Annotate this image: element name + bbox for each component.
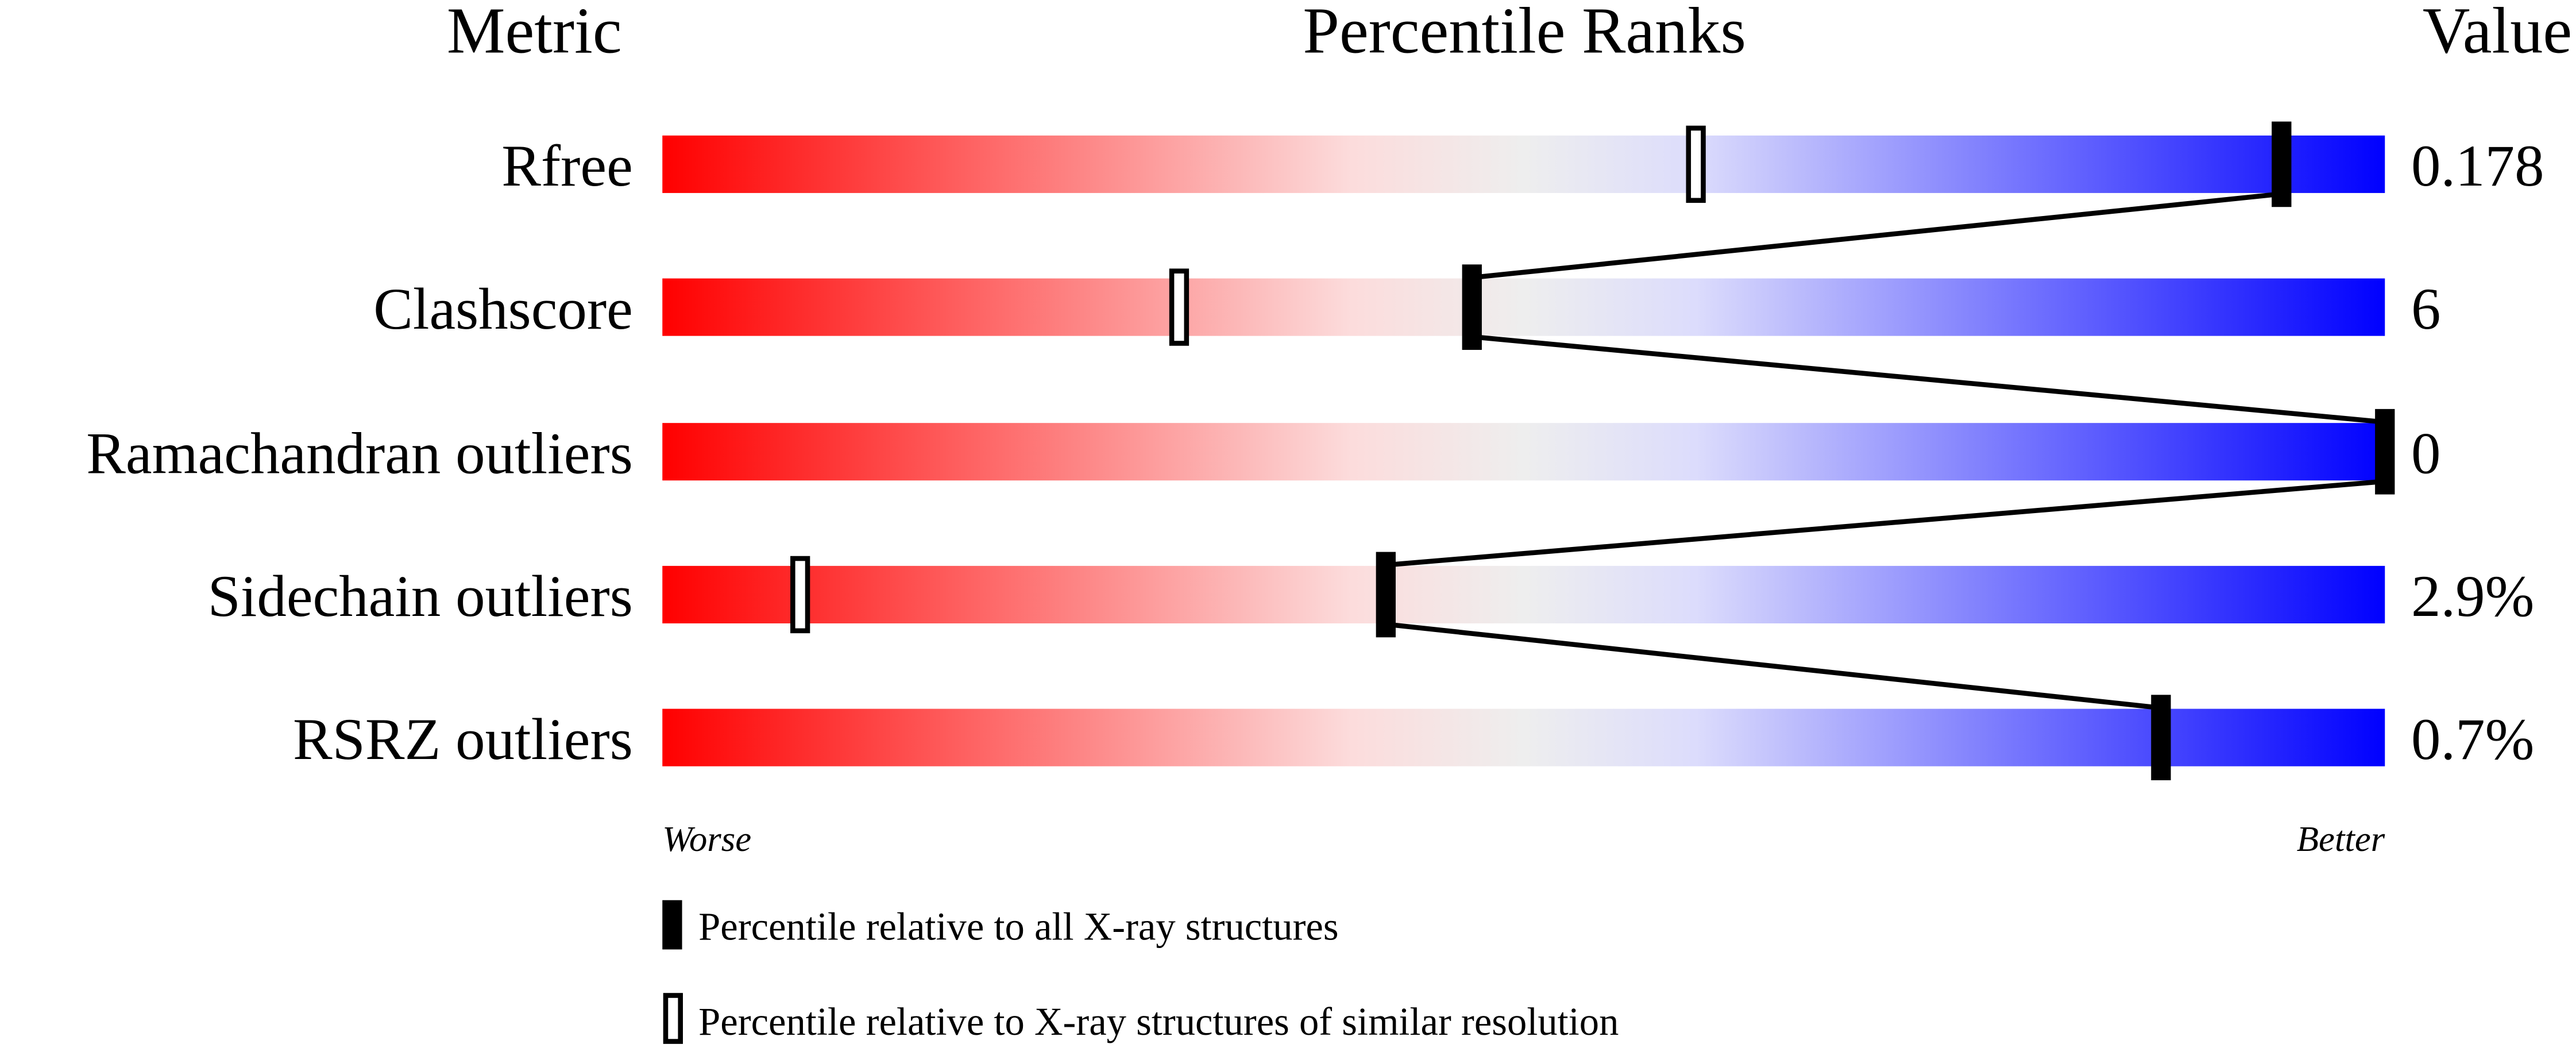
better-label: Better: [2297, 819, 2385, 859]
marker-all-structures: [1376, 552, 1396, 638]
percentile-bar: [662, 278, 2385, 336]
percentile-bar: [662, 135, 2385, 193]
marker-similar-resolution: [1686, 125, 1706, 203]
metric-label: Ramachandran outliers: [86, 421, 633, 486]
header-percentile: Percentile Ranks: [1303, 0, 1746, 67]
metric-label: RSRZ outliers: [293, 707, 633, 772]
metric-value: 6: [2411, 276, 2440, 342]
marker-similar-resolution: [790, 556, 810, 634]
legend-filled-marker: [662, 900, 682, 950]
percentile-bar: [662, 708, 2385, 766]
legend-label-all: Percentile relative to all X-ray structu…: [698, 904, 1338, 948]
metric-label: Clashscore: [373, 276, 633, 342]
metric-label: Sidechain outliers: [208, 564, 633, 629]
marker-all-structures: [2272, 121, 2292, 207]
metric-label: Rfree: [501, 133, 633, 199]
metric-value: 0: [2411, 421, 2440, 486]
marker-all-structures: [1462, 264, 1482, 350]
marker-all-structures: [2375, 409, 2395, 495]
metric-value: 2.9%: [2411, 564, 2534, 629]
worse-label: Worse: [662, 819, 751, 859]
marker-similar-resolution: [1169, 268, 1189, 346]
percentile-bar: [662, 565, 2385, 623]
header-value: Value: [2423, 0, 2572, 67]
connector-line: [1472, 191, 2282, 280]
header-metric: Metric: [447, 0, 622, 67]
connector-line: [1472, 334, 2385, 425]
metric-value: 0.7%: [2411, 707, 2534, 772]
marker-all-structures: [2151, 695, 2171, 780]
connector-line: [1385, 622, 2161, 711]
metric-value: 0.178: [2411, 133, 2544, 199]
legend-outline-marker: [663, 993, 683, 1044]
legend-label-similar: Percentile relative to X-ray structures …: [698, 1000, 1619, 1043]
percentile-bar: [662, 423, 2385, 481]
connector-line: [1385, 479, 2385, 568]
